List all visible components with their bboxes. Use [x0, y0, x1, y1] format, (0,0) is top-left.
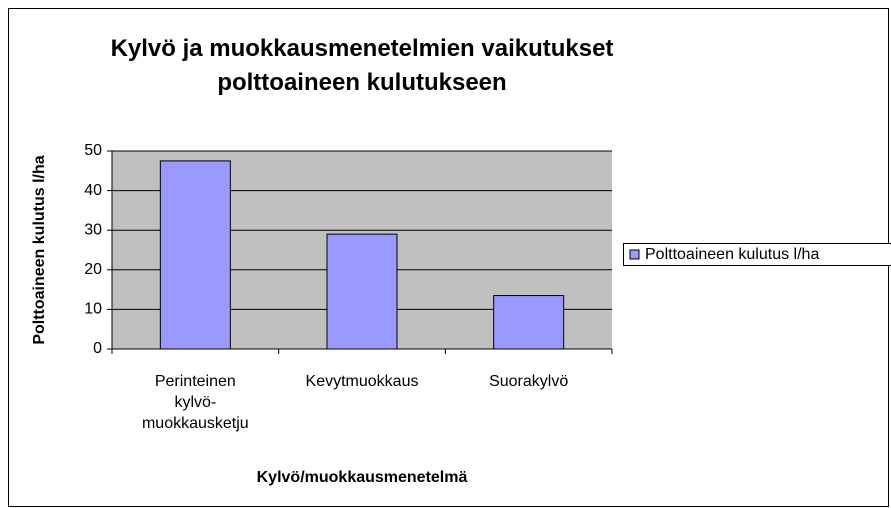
x-tick-label: Kevytmuokkaus [306, 373, 419, 390]
y-axis-title: Polttoaineen kulutus l/ha [31, 155, 48, 344]
y-tick-label: 40 [84, 182, 102, 199]
chart-title: Kylvö ja muokkausmenetelmien vaikutukset… [111, 35, 614, 96]
bar [159, 160, 231, 350]
y-tick-label: 50 [84, 142, 102, 159]
y-tick-label: 0 [93, 340, 102, 357]
x-tick-label: Perinteinen kylvö-muokkausketju [142, 373, 249, 432]
x-tick-label: Suorakylvö [489, 373, 568, 390]
bar [326, 233, 398, 350]
bar [493, 295, 565, 350]
x-axis-title: Kylvö/muokkausmenetelmä [257, 469, 468, 486]
y-tick-label: 20 [84, 261, 102, 278]
y-tick-label: 30 [84, 221, 102, 238]
legend-label: Polttoaineen kulutus l/ha [645, 246, 819, 263]
legend-swatch [629, 249, 640, 260]
y-tick-label: 10 [84, 301, 102, 318]
legend-box [623, 243, 891, 266]
